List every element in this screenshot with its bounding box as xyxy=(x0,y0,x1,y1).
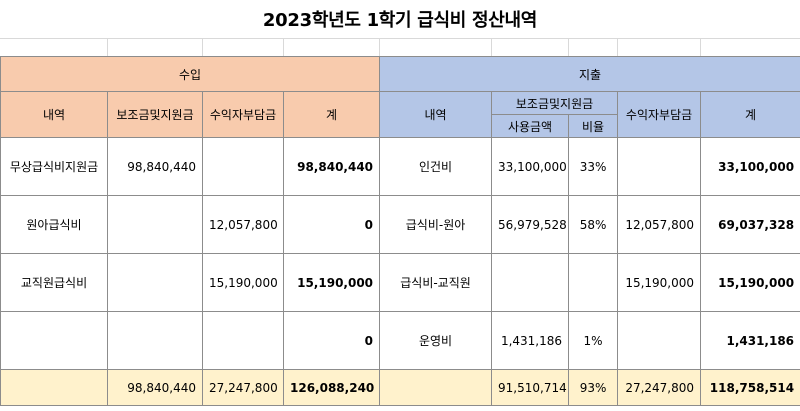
expense-ratio-cell[interactable]: 58% xyxy=(568,195,619,254)
expense-amount-used-cell[interactable]: 1,431,186 xyxy=(491,311,570,370)
income-item-header[interactable]: 내역 xyxy=(0,91,108,138)
expense-sum-cell[interactable]: 33,100,000 xyxy=(700,137,800,196)
expense-sum-header[interactable]: 계 xyxy=(700,91,800,138)
table-row: 무상급식비지원금 98,840,440 98,840,440 인건비 33,10… xyxy=(0,137,800,196)
expense-amount-used-cell[interactable]: 33,100,000 xyxy=(491,137,570,196)
expense-item-cell[interactable]: 인건비 xyxy=(379,137,493,196)
table-row: 0 운영비 1,431,186 1% 1,431,186 xyxy=(0,311,800,370)
expense-amount-used-cell[interactable] xyxy=(491,253,570,312)
expense-sum-cell[interactable]: 1,431,186 xyxy=(700,311,800,370)
income-item-cell[interactable] xyxy=(0,311,108,370)
expense-ratio-cell[interactable] xyxy=(568,253,619,312)
income-sum-cell[interactable]: 98,840,440 xyxy=(282,137,381,196)
page-title[interactable]: 2023학년도 1학기 급식비 정산내역 xyxy=(262,10,538,31)
expense-item-header[interactable]: 내역 xyxy=(379,91,493,138)
expense-sum-total[interactable]: 118,758,514 xyxy=(700,369,800,406)
income-sum-cell[interactable]: 0 xyxy=(282,311,381,370)
income-self-burden-cell[interactable] xyxy=(202,311,284,370)
income-sum-total[interactable]: 126,088,240 xyxy=(282,369,381,406)
income-item-cell[interactable]: 교직원급식비 xyxy=(0,253,108,312)
expense-self-burden-cell[interactable]: 12,057,800 xyxy=(617,195,702,254)
income-sum-cell[interactable]: 15,190,000 xyxy=(282,253,381,312)
empty-row[interactable] xyxy=(0,38,800,57)
income-subsidy-cell[interactable] xyxy=(107,311,203,370)
total-row: 98,840,440 27,247,800 126,088,240 91,510… xyxy=(0,369,800,406)
expense-ratio-cell[interactable]: 1% xyxy=(568,311,619,370)
income-subsidy-cell[interactable] xyxy=(107,253,203,312)
income-section-header[interactable]: 수입 xyxy=(0,56,381,92)
table-row: 교직원급식비 15,190,000 15,190,000 급식비-교직원 15,… xyxy=(0,253,800,312)
expense-self-burden-header[interactable]: 수익자부담금 xyxy=(617,91,702,138)
income-subsidy-cell[interactable] xyxy=(107,195,203,254)
expense-section-header[interactable]: 지출 xyxy=(379,56,800,92)
income-self-burden-cell[interactable]: 15,190,000 xyxy=(202,253,284,312)
expense-sum-cell[interactable]: 15,190,000 xyxy=(700,253,800,312)
expense-self-burden-cell[interactable] xyxy=(617,137,702,196)
expense-self-burden-total[interactable]: 27,247,800 xyxy=(617,369,702,406)
expense-item-cell[interactable]: 급식비-교직원 xyxy=(379,253,493,312)
expense-item-cell[interactable]: 운영비 xyxy=(379,311,493,370)
total-item-cell[interactable] xyxy=(0,369,108,406)
income-item-cell[interactable]: 원아급식비 xyxy=(0,195,108,254)
expense-ratio-total[interactable]: 93% xyxy=(568,369,619,406)
income-sum-cell[interactable]: 0 xyxy=(282,195,381,254)
income-subsidy-total[interactable]: 98,840,440 xyxy=(107,369,203,406)
income-sum-header[interactable]: 계 xyxy=(282,91,381,138)
expense-sum-cell[interactable]: 69,037,328 xyxy=(700,195,800,254)
expense-amount-used-cell[interactable]: 56,979,528 xyxy=(491,195,570,254)
expense-self-burden-cell[interactable]: 15,190,000 xyxy=(617,253,702,312)
expense-self-burden-cell[interactable] xyxy=(617,311,702,370)
expense-ratio-cell[interactable]: 33% xyxy=(568,137,619,196)
table-row: 원아급식비 12,057,800 0 급식비-원아 56,979,528 58%… xyxy=(0,195,800,254)
settlement-table: 수입 지출 내역 보조금및지원금 수익자부담금 계 내역 보조금및지원금 수익자… xyxy=(0,56,800,406)
expense-amount-used-total[interactable]: 91,510,714 xyxy=(491,369,570,406)
expense-ratio-header[interactable]: 비율 xyxy=(568,114,619,138)
income-self-burden-cell[interactable]: 12,057,800 xyxy=(202,195,284,254)
expense-amount-used-header[interactable]: 사용금액 xyxy=(491,114,570,138)
income-self-burden-cell[interactable] xyxy=(202,137,284,196)
income-self-burden-header[interactable]: 수익자부담금 xyxy=(202,91,284,138)
expense-item-cell[interactable]: 급식비-원아 xyxy=(379,195,493,254)
income-item-cell[interactable]: 무상급식비지원금 xyxy=(0,137,108,196)
income-self-burden-total[interactable]: 27,247,800 xyxy=(202,369,284,406)
expense-subsidy-header[interactable]: 보조금및지원금 xyxy=(491,91,619,115)
expense-item-total-cell[interactable] xyxy=(379,369,493,406)
income-subsidy-cell[interactable]: 98,840,440 xyxy=(107,137,203,196)
income-subsidy-header[interactable]: 보조금및지원금 xyxy=(107,91,203,138)
